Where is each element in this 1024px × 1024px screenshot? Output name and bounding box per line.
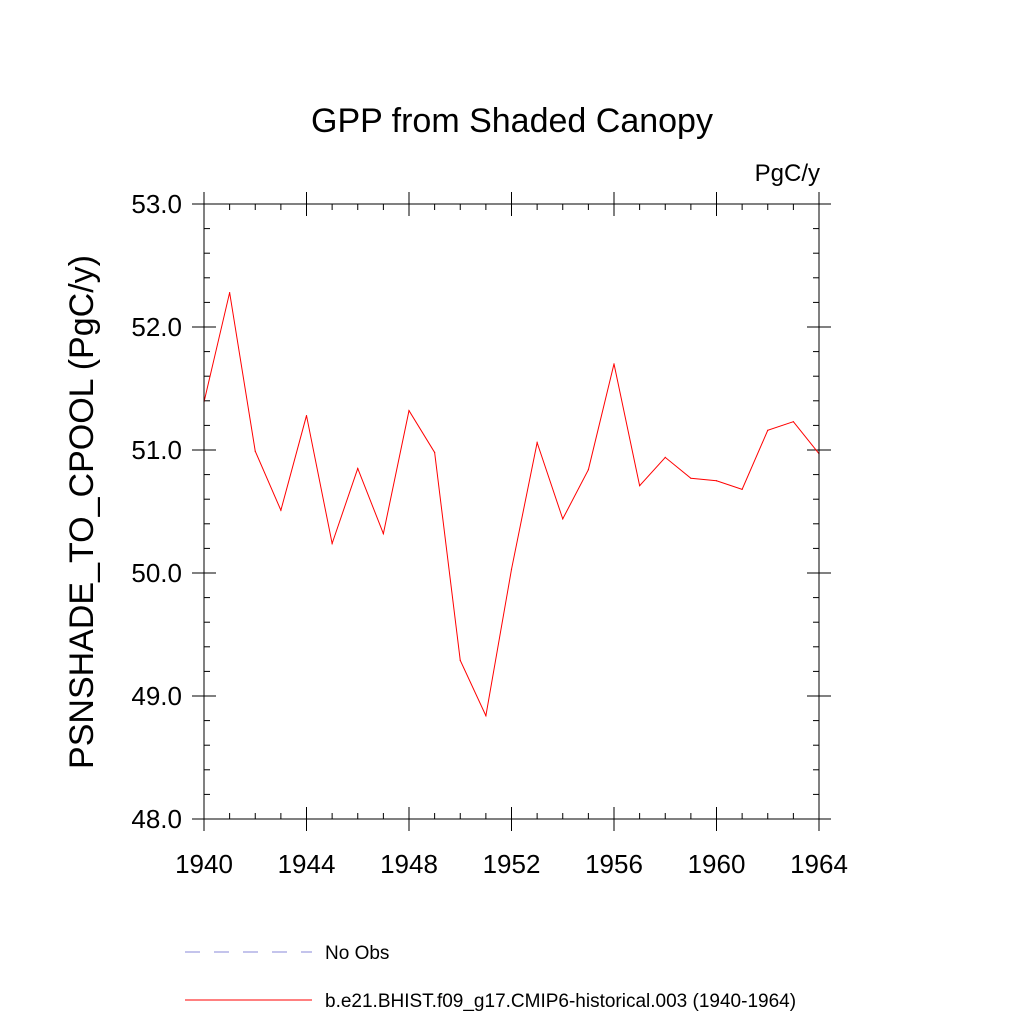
data-point [434,451,436,454]
data-point [305,414,308,417]
data-point [408,410,410,412]
data-point [229,291,231,294]
data-point [767,429,769,431]
data-point [613,363,615,365]
data-point [510,568,513,570]
data-point [715,480,718,482]
units-label: PgC/y [755,160,820,187]
x-tick-label: 1960 [688,849,746,879]
data-point [382,533,384,535]
y-tick-label: 51.0 [131,435,182,465]
y-tick-label: 52.0 [131,312,182,342]
data-point [254,450,256,452]
plot-frame [203,203,820,820]
x-tick-label: 1952 [483,849,541,879]
y-tick-label: 53.0 [131,189,182,219]
data-point [690,477,692,479]
data-point [639,485,641,487]
data-point [485,715,487,717]
legend-label-historical: b.e21.BHIST.f09_g17.CMIP6-historical.003… [325,991,796,1012]
data-point [741,488,743,490]
data-point [357,467,359,470]
data-point [792,421,794,423]
x-tick-label: 1964 [790,849,848,879]
legend-label-no-obs: No Obs [325,943,389,964]
legend: No Obs b.e21.BHIST.f09_g17.CMIP6-histori… [185,943,796,1012]
data-point [459,659,461,661]
y-tick-label: 50.0 [131,558,182,588]
x-tick-label: 1944 [278,849,336,879]
data-point [536,442,538,444]
x-tick-label: 1940 [175,849,233,879]
data-point [587,469,589,471]
y-axis-label: PSNSHADE_TO_CPOOL (PgC/y) [63,255,101,769]
data-point [664,456,666,458]
axis-tick-labels: 1940 1944 1948 1952 1956 1960 1964 48.0 49.0 50.0… [131,189,848,879]
data-point [280,509,282,511]
data-point [331,542,333,545]
chart-title: GPP from Shaded Canopy [311,102,713,140]
y-tick-label: 48.0 [131,804,182,834]
x-tick-label: 1948 [380,849,438,879]
y-tick-label: 49.0 [131,681,182,711]
data-point [562,518,564,520]
series-layer [203,291,820,718]
x-tick-label: 1956 [585,849,643,879]
